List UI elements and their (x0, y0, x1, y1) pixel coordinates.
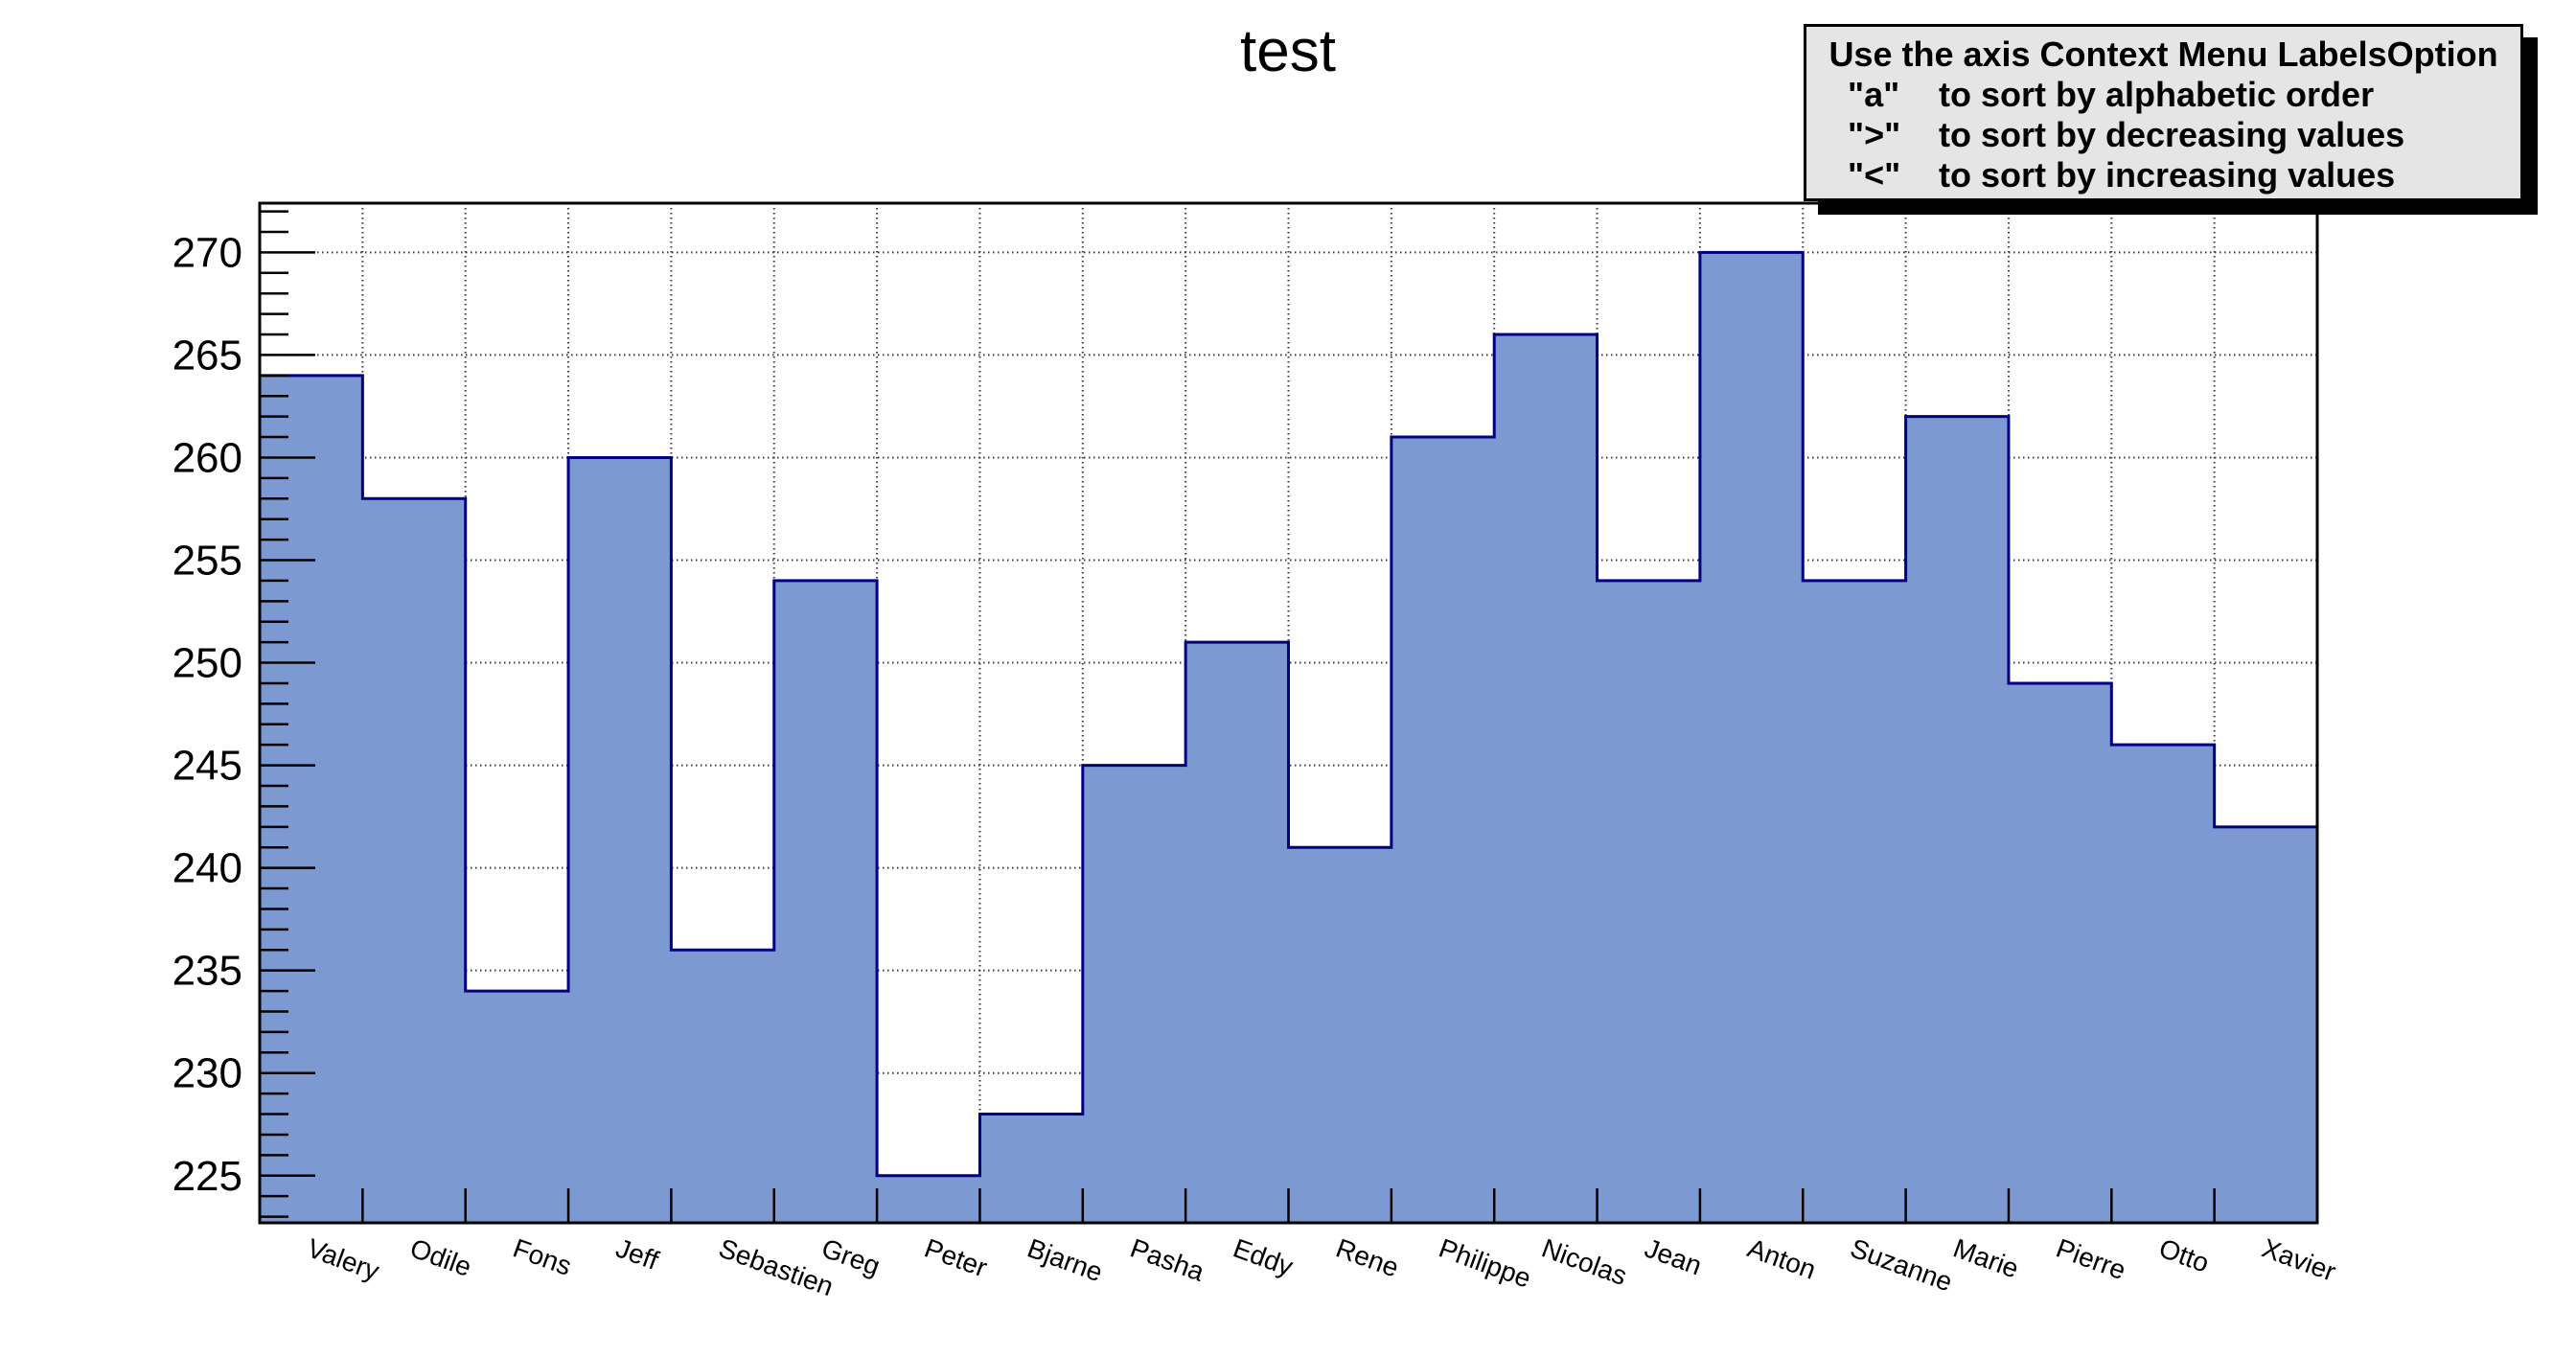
y-axis-label[interactable]: 265 (172, 332, 242, 379)
legend-desc: to sort by decreasing values (1939, 115, 2405, 154)
y-axis-label[interactable]: 250 (172, 640, 242, 687)
legend-desc: to sort by increasing values (1939, 155, 2396, 195)
histogram-bars[interactable] (258, 250, 2319, 1225)
chart-title: test (1240, 18, 1336, 84)
legend-item: ">" to sort by decreasing values (1806, 115, 2520, 155)
y-axis-label[interactable]: 235 (172, 948, 242, 995)
x-axis-label[interactable]: Jean (1641, 1233, 1706, 1281)
legend-key: "<" (1848, 155, 1901, 195)
legend-key: "a" (1848, 75, 1900, 114)
y-axis-label[interactable]: 255 (172, 538, 242, 585)
legend-item: "<" to sort by increasing values (1806, 155, 2520, 196)
x-axis-label[interactable]: Otto (2155, 1233, 2213, 1278)
x-axis-label[interactable]: Rene (1332, 1233, 1403, 1283)
y-axis-label[interactable]: 270 (172, 229, 242, 276)
y-axis-label[interactable]: 260 (172, 434, 242, 481)
x-axis-label[interactable]: Odile (406, 1233, 475, 1282)
x-axis-label[interactable]: Pierre (2053, 1233, 2130, 1286)
x-axis-label[interactable]: Peter (921, 1233, 992, 1283)
y-axis-label[interactable]: 245 (172, 743, 242, 790)
x-axis-label[interactable]: Valery (304, 1233, 383, 1287)
y-axis-label[interactable]: 225 (172, 1153, 242, 1200)
x-axis-label[interactable]: Nicolas (1538, 1233, 1631, 1292)
x-axis-label[interactable]: Bjarne (1024, 1233, 1107, 1288)
plot-frame[interactable] (258, 201, 2319, 1225)
x-axis-label[interactable]: Anton (1744, 1233, 1820, 1285)
legend-key: ">" (1848, 115, 1901, 154)
y-axis-label[interactable]: 240 (172, 845, 242, 892)
x-axis-label[interactable]: Philippe (1435, 1233, 1534, 1294)
x-axis-label[interactable]: Xavier (2258, 1233, 2339, 1287)
x-axis-label[interactable]: Jeff (612, 1233, 663, 1276)
x-axis-label[interactable]: Eddy (1230, 1233, 1298, 1282)
legend-note[interactable]: Use the axis Context Menu LabelsOption "… (1804, 24, 2523, 201)
legend-title: Use the axis Context Menu LabelsOption (1828, 34, 2498, 74)
x-axis-label[interactable]: Sebastien (715, 1233, 838, 1302)
y-axis-label[interactable]: 230 (172, 1050, 242, 1097)
x-axis-label[interactable]: Suzanne (1847, 1233, 1956, 1298)
legend-item: "a" to sort by alphabetic order (1806, 75, 2520, 115)
x-axis-label[interactable]: Pasha (1126, 1233, 1208, 1287)
x-axis-label[interactable]: Marie (1949, 1233, 2022, 1284)
x-axis-label[interactable]: Fons (509, 1233, 575, 1281)
legend-desc: to sort by alphabetic order (1939, 75, 2375, 114)
